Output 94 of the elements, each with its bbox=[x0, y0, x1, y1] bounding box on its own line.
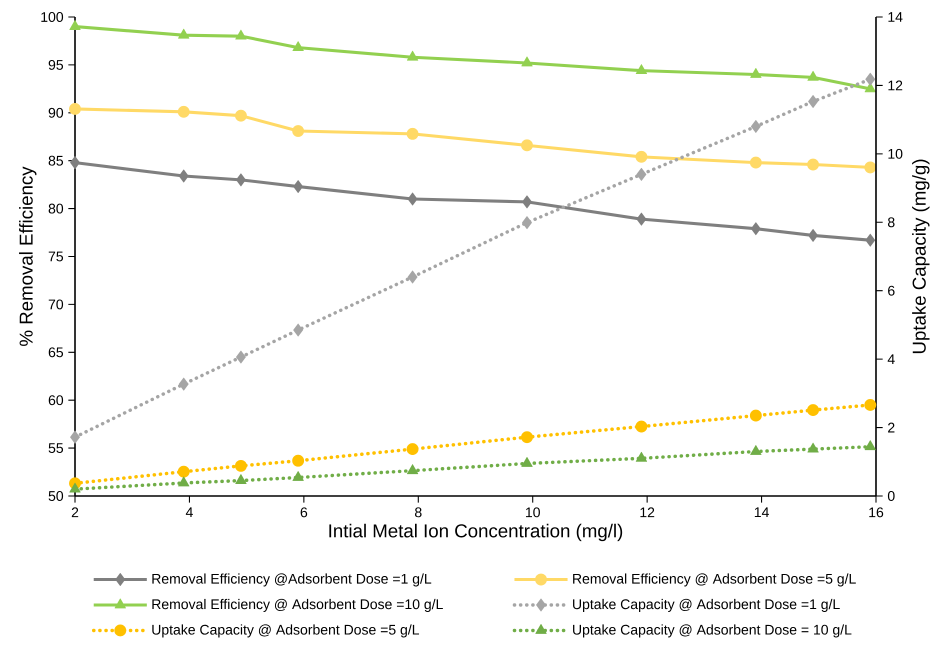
point bbox=[292, 41, 304, 52]
point bbox=[70, 430, 80, 444]
point bbox=[522, 216, 532, 230]
point bbox=[865, 72, 876, 86]
point bbox=[69, 482, 81, 493]
point bbox=[236, 173, 246, 186]
y-tick-label: 65 bbox=[48, 347, 64, 358]
point bbox=[635, 150, 648, 163]
point bbox=[865, 234, 876, 247]
point bbox=[292, 471, 304, 481]
y2-tick-label: 8 bbox=[888, 217, 895, 228]
legend-label: Uptake Capacity @ Adsorbent Dose =1 g/L bbox=[573, 598, 840, 612]
point bbox=[807, 404, 819, 416]
point bbox=[522, 195, 532, 208]
point bbox=[69, 20, 81, 30]
point bbox=[178, 170, 189, 182]
point bbox=[406, 464, 418, 474]
point bbox=[292, 454, 304, 467]
point bbox=[292, 125, 304, 137]
point bbox=[864, 440, 876, 450]
point bbox=[406, 50, 418, 61]
point bbox=[178, 476, 190, 486]
point bbox=[406, 128, 418, 140]
y-tick-label: 80 bbox=[48, 204, 64, 214]
x-axis-title: Intial Metal Ion Concentration (mg/l) bbox=[329, 524, 622, 542]
point bbox=[293, 180, 304, 194]
y-tick-label: 100 bbox=[41, 12, 64, 22]
point bbox=[750, 68, 762, 78]
point bbox=[234, 460, 247, 472]
y-axis-title: % Removal Efficiency bbox=[19, 166, 36, 346]
point bbox=[235, 30, 247, 40]
point bbox=[178, 106, 190, 118]
y2-tick-label: 6 bbox=[888, 286, 895, 296]
x-tick-label: 16 bbox=[869, 507, 884, 518]
y2-axis-title: Uptake Capacity (mg/g) bbox=[912, 160, 930, 354]
point bbox=[69, 103, 81, 115]
legend-label: Removal Efficiency @ Adsorbent Dose =5 g/L bbox=[573, 573, 856, 586]
point bbox=[70, 156, 80, 170]
point bbox=[178, 378, 189, 391]
point bbox=[521, 139, 533, 152]
point bbox=[636, 64, 648, 74]
y-tick-label: 70 bbox=[48, 299, 64, 310]
point bbox=[636, 212, 646, 226]
point bbox=[521, 56, 533, 66]
legend-label: Removal Efficiency @ Adsorbent Dose =10 g/L bbox=[152, 598, 443, 612]
point bbox=[636, 168, 646, 181]
point bbox=[408, 270, 418, 284]
y-tick-label: 50 bbox=[48, 491, 64, 501]
point bbox=[521, 457, 533, 467]
point bbox=[750, 156, 762, 169]
point bbox=[750, 222, 761, 236]
x-tick-label: 6 bbox=[300, 507, 308, 518]
y-tick-label: 55 bbox=[48, 443, 64, 453]
y-tick-label: 60 bbox=[48, 395, 64, 406]
point bbox=[293, 324, 304, 337]
y2-tick-label: 4 bbox=[888, 354, 895, 364]
point bbox=[750, 410, 762, 422]
x-tick-label: 4 bbox=[186, 507, 193, 517]
legend-label: Removal Efficiency @Adsorbent Dose =1 g/L bbox=[152, 573, 432, 586]
point bbox=[808, 95, 818, 108]
y2-tick-label: 14 bbox=[888, 12, 903, 22]
y2-tick-label: 2 bbox=[888, 422, 894, 432]
legend-label: Uptake Capacity @ Adsorbent Dose =5 g/L bbox=[152, 624, 420, 638]
legend-label: Uptake Capacity @ Adsorbent Dose = 10 g/L bbox=[573, 624, 852, 638]
y2-tick-label: 0 bbox=[888, 491, 895, 501]
y-tick-label: 75 bbox=[48, 252, 64, 262]
point bbox=[234, 110, 247, 122]
point bbox=[406, 443, 418, 456]
point bbox=[750, 120, 761, 133]
point bbox=[807, 158, 819, 170]
point bbox=[635, 420, 648, 432]
point bbox=[235, 474, 247, 484]
point bbox=[808, 228, 818, 242]
x-tick-label: 8 bbox=[415, 507, 422, 518]
point bbox=[236, 350, 246, 364]
y-tick-label: 90 bbox=[48, 108, 64, 118]
y-tick-label: 95 bbox=[48, 60, 64, 70]
y2-tick-label: 12 bbox=[888, 80, 902, 90]
point bbox=[408, 192, 418, 206]
point bbox=[864, 399, 876, 411]
y-tick-label: 85 bbox=[48, 156, 64, 166]
x-tick-label: 10 bbox=[526, 507, 540, 518]
x-tick-label: 14 bbox=[754, 507, 769, 517]
point bbox=[750, 445, 762, 455]
point bbox=[521, 431, 533, 444]
point bbox=[636, 452, 648, 462]
point bbox=[807, 442, 819, 453]
x-tick-label: 12 bbox=[640, 507, 654, 518]
point bbox=[864, 161, 876, 174]
y2-tick-label: 10 bbox=[888, 148, 902, 159]
point bbox=[807, 70, 819, 81]
point bbox=[178, 28, 190, 39]
x-tick-label: 2 bbox=[72, 507, 78, 518]
point bbox=[178, 466, 190, 478]
